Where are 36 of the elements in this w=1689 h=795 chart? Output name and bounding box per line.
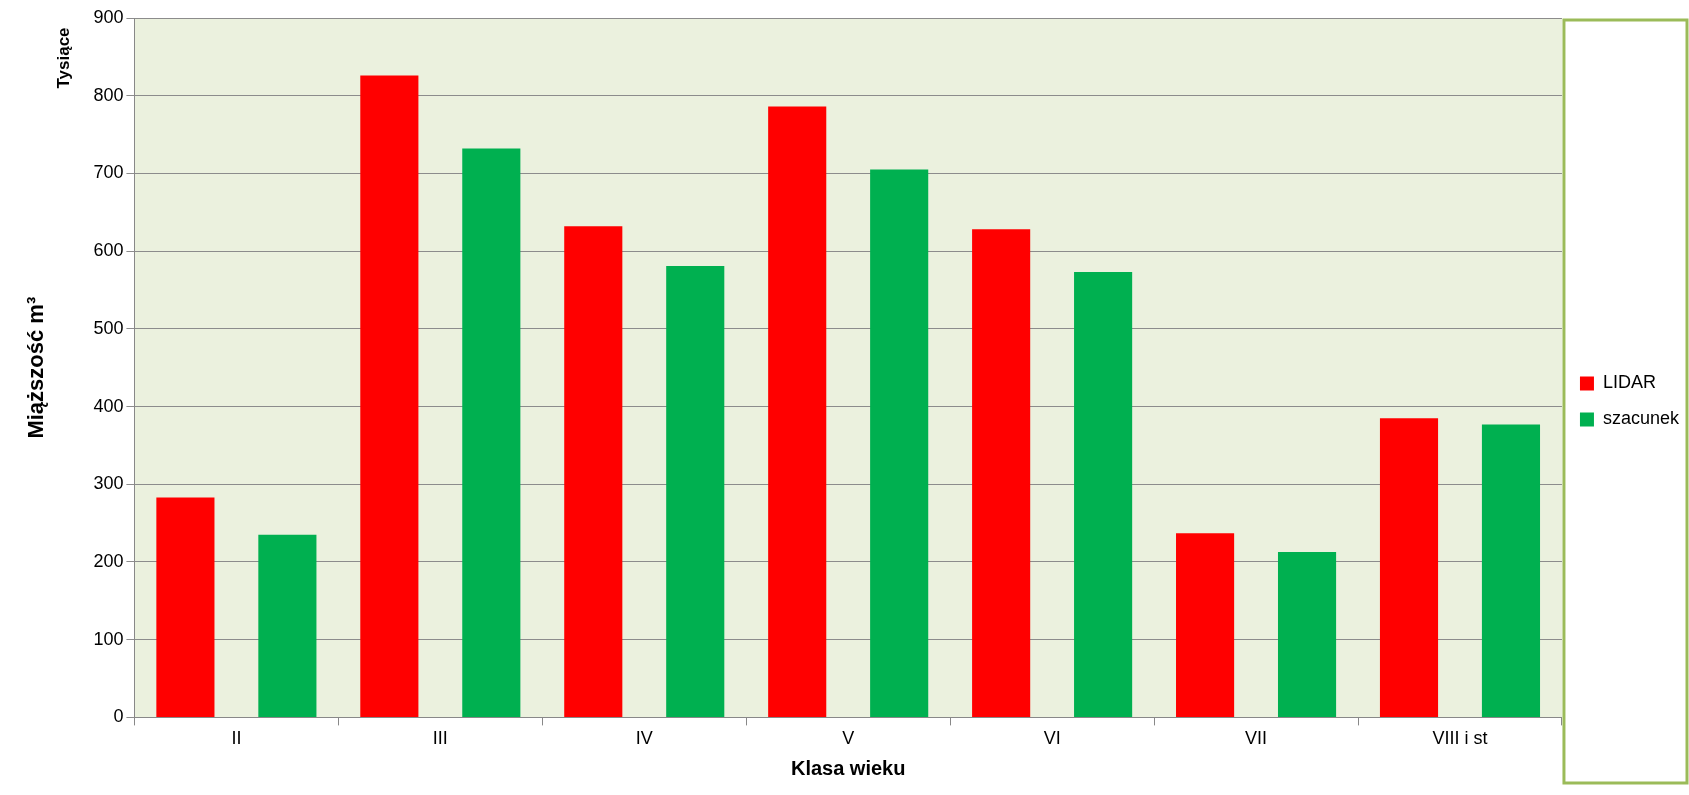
bar: [1074, 272, 1133, 717]
y-tick-label: 300: [93, 473, 124, 494]
bar: [1379, 418, 1439, 717]
bar: [1176, 533, 1235, 717]
bar: [156, 497, 215, 717]
y-tick-label: 500: [93, 317, 124, 338]
y-tick-label: 600: [93, 240, 124, 261]
x-tick-label: III: [432, 728, 448, 749]
bar: [768, 106, 827, 717]
x-axis-title: Klasa wieku: [790, 756, 906, 779]
bar: [564, 226, 623, 717]
y-axis-title: Miąższość m³: [23, 296, 49, 439]
y-tick-label: 700: [93, 162, 124, 183]
legend-label: szacunek: [1602, 408, 1680, 429]
y-tick-label: 200: [93, 550, 124, 571]
y-tick-label: 400: [93, 395, 124, 416]
x-tick-label: II: [231, 728, 242, 749]
bar: [258, 534, 317, 717]
x-tick-label: VIII i st: [1432, 728, 1488, 749]
bar: [462, 148, 521, 717]
x-tick-label: VII: [1245, 728, 1268, 749]
legend-label: LIDAR: [1602, 372, 1656, 393]
x-tick-label: V: [842, 728, 855, 749]
bar: [360, 75, 419, 717]
text: Tysiące: [54, 27, 74, 89]
x-tick-label: VI: [1043, 728, 1061, 749]
bar: [666, 265, 725, 717]
y-tick-label: 100: [93, 628, 124, 649]
bar: [972, 229, 1031, 717]
y-tick-label: 0: [113, 706, 124, 727]
bar: [1481, 424, 1541, 717]
y-tick-label: 900: [93, 6, 124, 27]
bar: [870, 169, 929, 717]
bar: [1277, 551, 1337, 717]
x-tick-label: IV: [635, 728, 653, 749]
y-tick-label: 800: [93, 84, 124, 105]
